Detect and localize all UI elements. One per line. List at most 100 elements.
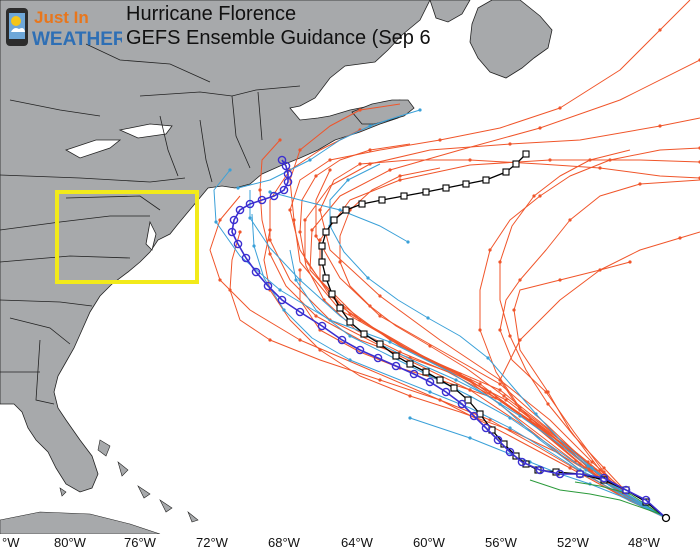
track-point	[504, 398, 508, 402]
lake-ontario	[118, 123, 173, 139]
track-point	[314, 174, 318, 178]
track-point	[310, 228, 314, 232]
track-point	[544, 390, 548, 394]
track-point	[408, 394, 412, 398]
track-point	[628, 260, 632, 264]
longitude-axis: °W 80°W 76°W 72°W 68°W 64°W 60°W 56°W 52…	[0, 534, 700, 552]
mean-point	[342, 206, 350, 214]
track-point	[428, 344, 432, 348]
track-point	[468, 388, 472, 392]
track-point	[298, 278, 302, 282]
track-point	[328, 158, 332, 162]
track-point	[568, 218, 572, 222]
track-point	[348, 358, 352, 362]
mean-point	[392, 352, 400, 360]
track-point	[268, 238, 272, 242]
track-point	[498, 260, 502, 264]
mean-point	[328, 290, 336, 298]
track-point	[418, 108, 422, 112]
track-point	[278, 138, 282, 142]
operational-point	[283, 177, 293, 187]
operational-point	[277, 295, 287, 305]
mean-point	[436, 376, 444, 384]
mean-point	[502, 168, 510, 176]
mean-point	[400, 192, 408, 200]
track-point	[478, 382, 482, 386]
axis-tick: 64°W	[341, 535, 373, 550]
track-point	[602, 466, 606, 470]
ensemble-track	[513, 261, 667, 519]
track-point	[406, 240, 410, 244]
track-point	[366, 276, 370, 280]
weather-app-icon: Just In WEATHER	[6, 8, 122, 50]
mean-point	[450, 384, 458, 392]
mean-point	[346, 318, 354, 326]
ensemble-track	[329, 163, 667, 519]
operational-point	[457, 399, 467, 409]
track-point	[328, 168, 332, 172]
track-point	[308, 158, 312, 162]
track-point	[282, 308, 286, 312]
track-point	[512, 308, 516, 312]
track-point	[292, 218, 296, 222]
track-point	[228, 288, 232, 292]
track-point	[258, 188, 262, 192]
highlight-box	[55, 190, 199, 284]
track-point	[478, 328, 482, 332]
track-point	[268, 190, 272, 194]
operational-point	[575, 469, 585, 479]
track-point	[486, 356, 490, 360]
mean-point	[360, 330, 368, 338]
track-point	[358, 162, 362, 166]
track-point	[548, 158, 552, 162]
operational-point	[295, 307, 305, 317]
state-borders	[0, 43, 301, 405]
land-nova-scotia	[351, 99, 415, 125]
track-point	[558, 106, 562, 110]
track-point	[236, 186, 240, 190]
track-point	[518, 414, 522, 418]
axis-tick: 52°W	[557, 535, 589, 550]
track-point	[498, 382, 502, 386]
land-labrador	[429, 0, 471, 23]
ensemble-track	[289, 0, 691, 519]
track-point	[294, 278, 298, 282]
ensemble-track	[499, 149, 667, 519]
track-point	[218, 278, 222, 282]
track-point	[428, 390, 432, 394]
track-point	[468, 158, 472, 162]
mean-point	[462, 180, 470, 188]
track-point	[534, 412, 538, 416]
caribbean-islands	[0, 439, 199, 535]
track-point	[498, 328, 502, 332]
mean-point	[522, 150, 530, 158]
axis-tick: 56°W	[485, 535, 517, 550]
mean-point	[482, 176, 490, 184]
track-point	[338, 208, 342, 212]
operational-point	[317, 321, 327, 331]
operational-point	[641, 495, 651, 505]
track-point	[398, 174, 402, 178]
track-point	[368, 124, 372, 128]
track-point	[518, 278, 522, 282]
track-point	[454, 378, 458, 382]
mean-point	[512, 160, 520, 168]
chesapeake-bay	[145, 220, 157, 251]
track-point	[378, 294, 382, 298]
operational-point	[277, 155, 287, 165]
axis-tick: °W	[2, 535, 20, 550]
operational-point	[425, 377, 435, 387]
operational-point	[245, 199, 255, 209]
track-point	[318, 348, 322, 352]
axis-tick: 68°W	[268, 535, 300, 550]
ensemble-track	[339, 167, 667, 519]
operational-point	[505, 447, 515, 457]
track-point	[314, 234, 318, 238]
logo-line1: Just In	[34, 8, 89, 27]
operational-point	[233, 239, 243, 249]
mean-point	[318, 258, 326, 266]
operational-point	[373, 353, 383, 363]
operational-point	[481, 423, 491, 433]
track-point	[228, 168, 232, 172]
title-line2: GEFS Ensemble Guidance (Sep 6	[126, 27, 431, 49]
